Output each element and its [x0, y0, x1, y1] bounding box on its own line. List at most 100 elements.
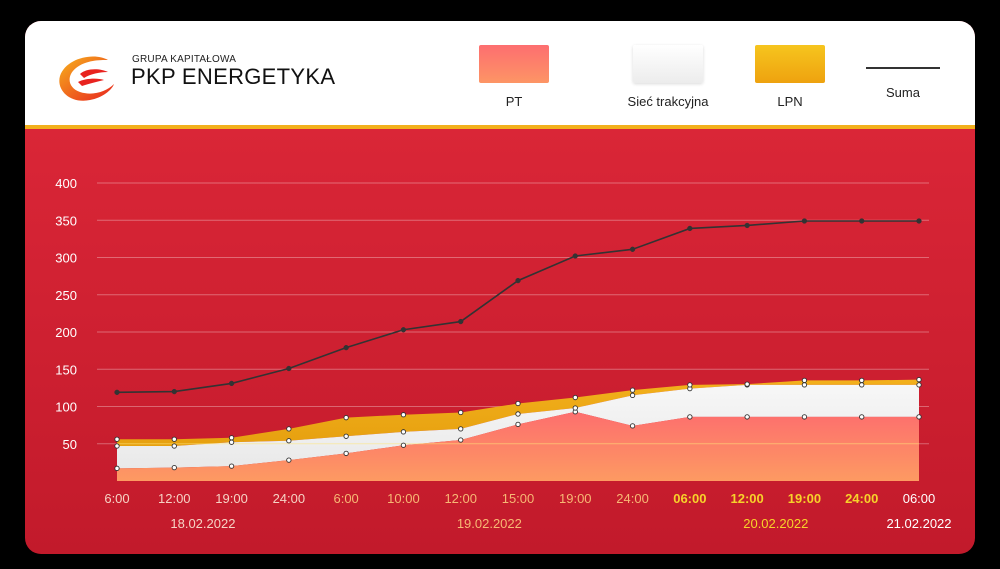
marker-suma: [343, 344, 349, 351]
brand-group-label: GRUPA KAPITAŁOWA: [132, 54, 237, 65]
marker-lpn: [629, 387, 636, 393]
line-suma: [116, 220, 919, 394]
x-tick-label: 6:00: [104, 491, 129, 506]
legend-label-pt: PT: [505, 94, 523, 109]
marker-pt: [114, 465, 120, 471]
marker-suma: [744, 222, 750, 229]
x-tick-label: 19:00: [559, 491, 592, 506]
header: GRUPA KAPITAŁOWA PKP ENERGETYKA PT Sieć …: [25, 21, 975, 129]
marker-siec: [171, 443, 177, 449]
x-tick-label: 6:00: [333, 491, 358, 506]
y-tick-label: 100: [55, 400, 77, 415]
pkp-energetyka-logo: [59, 56, 114, 101]
marker-suma: [228, 380, 235, 387]
marker-siec: [859, 382, 865, 388]
x-tick-label: 12:00: [158, 491, 191, 506]
marker-pt: [400, 442, 407, 448]
x-tick-label: 24:00: [845, 491, 878, 506]
marker-lpn: [343, 415, 349, 421]
marker-siec: [629, 392, 636, 398]
marker-siec: [572, 405, 578, 411]
marker-siec: [916, 382, 922, 388]
marker-suma: [400, 327, 407, 333]
legend-swatch-lpn: [755, 45, 825, 83]
marker-siec: [801, 382, 808, 388]
marker-lpn: [114, 436, 120, 442]
x-tick-label: 19:00: [215, 491, 248, 506]
y-tick-label: 50: [63, 437, 77, 452]
marker-lpn: [515, 400, 521, 407]
y-tick-label: 200: [55, 325, 77, 340]
marker-pt: [744, 414, 750, 420]
marker-lpn: [286, 426, 292, 432]
marker-suma: [916, 218, 922, 224]
x-tick-label: 24:00: [273, 491, 306, 506]
marker-lpn: [916, 377, 922, 383]
x-tick-label: 10:00: [387, 491, 420, 506]
marker-lpn: [687, 382, 693, 388]
marker-pt: [228, 463, 235, 469]
marker-siec: [515, 411, 521, 417]
brand-company-name: PKP ENERGETYKA: [131, 64, 336, 89]
marker-pt: [343, 450, 349, 457]
date-group-label: 18.02.2022: [170, 516, 235, 531]
legend-item-lpn: LPN: [745, 45, 835, 109]
marker-suma: [286, 365, 292, 372]
marker-pt: [859, 414, 865, 420]
marker-lpn: [801, 377, 808, 384]
date-group-label: 21.02.2022: [886, 516, 951, 531]
marker-suma: [171, 388, 177, 395]
area-pt: [117, 411, 919, 481]
area-siec: [117, 384, 919, 469]
marker-suma: [859, 218, 865, 224]
marker-lpn: [228, 435, 235, 441]
marker-suma: [801, 218, 808, 224]
y-tick-label: 250: [55, 288, 77, 303]
marker-pt: [629, 423, 636, 429]
marker-suma: [572, 253, 578, 259]
marker-pt: [458, 437, 464, 443]
marker-suma: [458, 318, 464, 325]
marker-pt: [916, 414, 922, 420]
marker-lpn: [171, 436, 177, 442]
legend-item-suma: Suma: [858, 45, 948, 100]
stacked-area-chart: 50 100 150 200 250 300 350 400 6:00 12:00 19:00 24:…: [55, 176, 951, 531]
marker-siec: [343, 433, 349, 439]
legend-label-lpn: LPN: [777, 94, 803, 109]
y-tick-label: 150: [55, 362, 77, 377]
x-tick-label: 12:00: [731, 491, 764, 506]
legend-swatch-siec: [633, 45, 703, 83]
legend-item-siec: Sieć trakcyjna: [608, 45, 728, 109]
x-tick-label: 06:00: [673, 491, 706, 506]
marker-lpn: [859, 377, 865, 384]
x-tick-label: 15:00: [502, 491, 535, 506]
marker-siec: [400, 429, 407, 435]
legend-swatch-suma: [866, 67, 940, 69]
legend-item-pt: PT: [469, 45, 559, 109]
marker-pt: [687, 414, 693, 420]
marker-siec: [114, 443, 120, 449]
marker-siec: [286, 438, 292, 444]
x-tick-label: 06:00: [903, 491, 936, 506]
marker-lpn: [572, 394, 578, 401]
marker-suma: [114, 389, 120, 395]
x-tick-label: 24:00: [616, 491, 649, 506]
marker-suma: [687, 225, 693, 232]
marker-suma: [629, 246, 636, 252]
legend-label-siec: Sieć trakcyjna: [627, 94, 709, 109]
date-group-label: 20.02.2022: [743, 516, 808, 531]
marker-lpn: [400, 412, 407, 418]
legend-label-suma: Suma: [886, 85, 920, 100]
marker-pt: [171, 464, 177, 471]
marker-lpn: [458, 409, 464, 416]
marker-pt: [801, 414, 808, 420]
marker-suma: [515, 277, 521, 284]
marker-pt: [286, 457, 292, 463]
y-tick-label: 350: [55, 213, 77, 228]
legend-swatch-pt: [479, 45, 549, 83]
y-tick-label: 300: [55, 251, 77, 266]
x-tick-label: 12:00: [444, 491, 477, 506]
y-tick-label: 400: [55, 176, 77, 191]
date-group-label: 19.02.2022: [457, 516, 522, 531]
marker-siec: [228, 439, 235, 445]
